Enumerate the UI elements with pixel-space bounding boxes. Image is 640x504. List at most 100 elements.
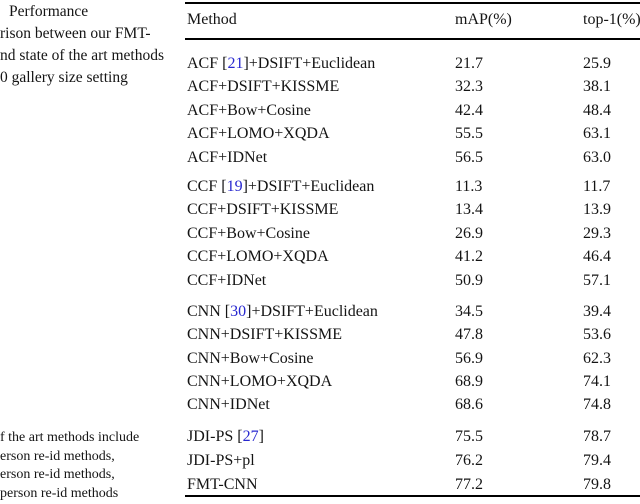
map-cell: 56.9 <box>455 349 483 367</box>
top1-cell: 46.4 <box>583 248 611 266</box>
table-group: ACF [21]+DSIFT+Euclidean 21.7 25.9 ACF+D… <box>185 55 640 172</box>
citation-link[interactable]: 21 <box>227 55 244 72</box>
method-text: ]+DSIFT+Euclidean <box>243 55 376 72</box>
method-text: ]+DSIFT+Euclidean <box>246 302 378 320</box>
top1-cell: 57.1 <box>583 271 611 289</box>
method-text: CCF+LOMO+XQDA <box>187 248 329 266</box>
table-row: CNN+IDNet 68.6 74.8 <box>185 396 640 419</box>
top1-cell: 29.3 <box>583 224 611 242</box>
top1-cell: 74.8 <box>583 396 611 414</box>
method-cell: CNN+DSIFT+KISSME <box>187 326 342 344</box>
map-cell: 75.5 <box>455 427 483 445</box>
footnote-line: person re-id methods <box>0 486 119 502</box>
footnote-line: f the art methods include <box>0 430 140 445</box>
table-row: ACF+DSIFT+KISSME 32.3 38.1 <box>185 78 640 101</box>
table-row: ACF+IDNet 56.5 63.0 <box>185 149 640 172</box>
table-row: CNN+DSIFT+KISSME 47.8 53.6 <box>185 326 640 349</box>
table-row: JDI-PS+pl 76.2 79.4 <box>185 452 640 476</box>
table-bottom-rule <box>185 495 640 497</box>
table-body: ACF [21]+DSIFT+Euclidean 21.7 25.9 ACF+D… <box>185 55 640 500</box>
map-cell: 11.3 <box>455 177 483 195</box>
header-map: mAP(%) <box>455 11 512 28</box>
method-text: CNN+DSIFT+KISSME <box>187 326 342 344</box>
method-text: ACF+Bow+Cosine <box>187 101 311 119</box>
method-text: CNN+LOMO+XQDA <box>187 373 333 391</box>
method-text: CNN+IDNet <box>187 396 270 414</box>
method-text: ACF+DSIFT+KISSME <box>187 78 340 96</box>
map-cell: 26.9 <box>455 224 483 242</box>
map-cell: 77.2 <box>455 475 483 493</box>
method-text: ]+DSIFT+Euclidean <box>242 177 375 195</box>
top1-cell: 62.3 <box>583 349 611 367</box>
top1-cell: 79.8 <box>583 475 611 493</box>
table-header-row: Method mAP(%) top-1(%) <box>185 11 640 33</box>
map-cell: 56.5 <box>455 148 483 166</box>
table-row: CNN+LOMO+XQDA 68.9 74.1 <box>185 373 640 396</box>
top1-cell: 63.1 <box>583 125 611 143</box>
table-row: CNN [30]+DSIFT+Euclidean 34.5 39.4 <box>185 303 640 326</box>
top1-cell: 53.6 <box>583 326 611 344</box>
table-footnote: f the art methods include erson re-id me… <box>0 429 186 504</box>
header-method: Method <box>187 11 237 28</box>
top1-cell: 48.4 <box>583 101 611 119</box>
map-cell: 68.6 <box>455 396 483 414</box>
method-text: CNN [ <box>187 302 231 320</box>
table-row: CCF+Bow+Cosine 26.9 29.3 <box>185 225 640 248</box>
method-cell: FMT-CNN <box>187 476 258 494</box>
map-cell: 42.4 <box>455 101 483 119</box>
table-row: JDI-PS [27] 75.5 78.7 <box>185 428 640 452</box>
map-cell: 34.5 <box>455 302 483 320</box>
top1-cell: 79.4 <box>583 451 611 469</box>
method-cell: CCF+LOMO+XQDA <box>187 248 329 266</box>
table-row: ACF+Bow+Cosine 42.4 48.4 <box>185 102 640 125</box>
method-text: ACF [ <box>187 55 228 72</box>
table-row: FMT-CNN 77.2 79.8 <box>185 476 640 500</box>
table-row: CCF+LOMO+XQDA 41.2 46.4 <box>185 248 640 271</box>
method-text: JDI-PS [ <box>187 427 243 445</box>
method-cell: ACF+LOMO+XQDA <box>187 125 330 143</box>
caption-line: nd state of the art methods <box>0 47 164 64</box>
method-text: CCF+Bow+Cosine <box>187 224 310 242</box>
method-cell: CNN+LOMO+XQDA <box>187 373 332 391</box>
method-text: CCF+IDNet <box>187 271 267 289</box>
citation-link[interactable]: 27 <box>242 427 259 445</box>
top1-cell: 74.1 <box>583 373 611 391</box>
method-cell: CCF+DSIFT+KISSME <box>187 201 338 219</box>
table-row: ACF+LOMO+XQDA 55.5 63.1 <box>185 125 640 148</box>
caption-line: Performance <box>9 3 89 20</box>
method-cell: CCF+Bow+Cosine <box>187 225 310 243</box>
top1-cell: 39.4 <box>583 302 611 320</box>
top1-cell: 63.0 <box>583 148 611 166</box>
table-row: CCF+DSIFT+KISSME 13.4 13.9 <box>185 201 640 224</box>
map-cell: 32.3 <box>455 78 483 96</box>
table-row: ACF [21]+DSIFT+Euclidean 21.7 25.9 <box>185 55 640 78</box>
map-cell: 13.4 <box>455 201 483 219</box>
table-header-rule <box>185 38 640 40</box>
table-group: CNN [30]+DSIFT+Euclidean 34.5 39.4 CNN+D… <box>185 303 640 420</box>
table-group: CCF [19]+DSIFT+Euclidean 11.3 11.7 CCF+D… <box>185 178 640 295</box>
table-row: CCF+IDNet 50.9 57.1 <box>185 272 640 295</box>
header-top1: top-1(%) <box>583 11 640 28</box>
caption-line: rison between our FMT- <box>0 25 151 42</box>
method-cell: ACF+DSIFT+KISSME <box>187 78 339 96</box>
citation-link[interactable]: 30 <box>230 302 247 320</box>
method-text: CCF [ <box>187 177 227 195</box>
method-cell: JDI-PS [27] <box>187 428 264 446</box>
method-cell: JDI-PS+pl <box>187 452 255 470</box>
results-table: Method mAP(%) top-1(%) ACF [21]+DSIFT+Eu… <box>185 0 640 504</box>
top1-cell: 25.9 <box>583 55 611 72</box>
method-cell: CNN+IDNet <box>187 396 270 414</box>
citation-link[interactable]: 19 <box>226 177 243 195</box>
top1-cell: 11.7 <box>583 177 611 195</box>
method-text: ] <box>258 427 264 445</box>
method-text: JDI-PS+pl <box>187 451 255 469</box>
footnote-line: erson re-id methods, <box>0 467 115 483</box>
top1-cell: 78.7 <box>583 427 611 445</box>
method-cell: CNN [30]+DSIFT+Euclidean <box>187 303 378 321</box>
method-text: CNN+Bow+Cosine <box>187 349 314 367</box>
map-cell: 41.2 <box>455 248 483 266</box>
map-cell: 21.7 <box>455 55 483 72</box>
method-text: FMT-CNN <box>187 475 258 493</box>
table-group: JDI-PS [27] 75.5 78.7 JDI-PS+pl 76.2 79.… <box>185 428 640 500</box>
